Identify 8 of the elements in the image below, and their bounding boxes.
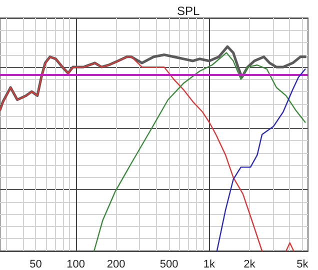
x-tick-label: 500 (160, 258, 178, 270)
x-tick-label: 200 (106, 258, 126, 270)
chart-title: SPL (177, 4, 200, 18)
x-tick-label: 2k (244, 258, 256, 270)
x-tick-label: 50 (30, 258, 42, 270)
x-tick-label: 5k (296, 258, 309, 270)
x-tick-label: 1k (203, 258, 216, 270)
x-tick-label: 100 (66, 258, 86, 270)
